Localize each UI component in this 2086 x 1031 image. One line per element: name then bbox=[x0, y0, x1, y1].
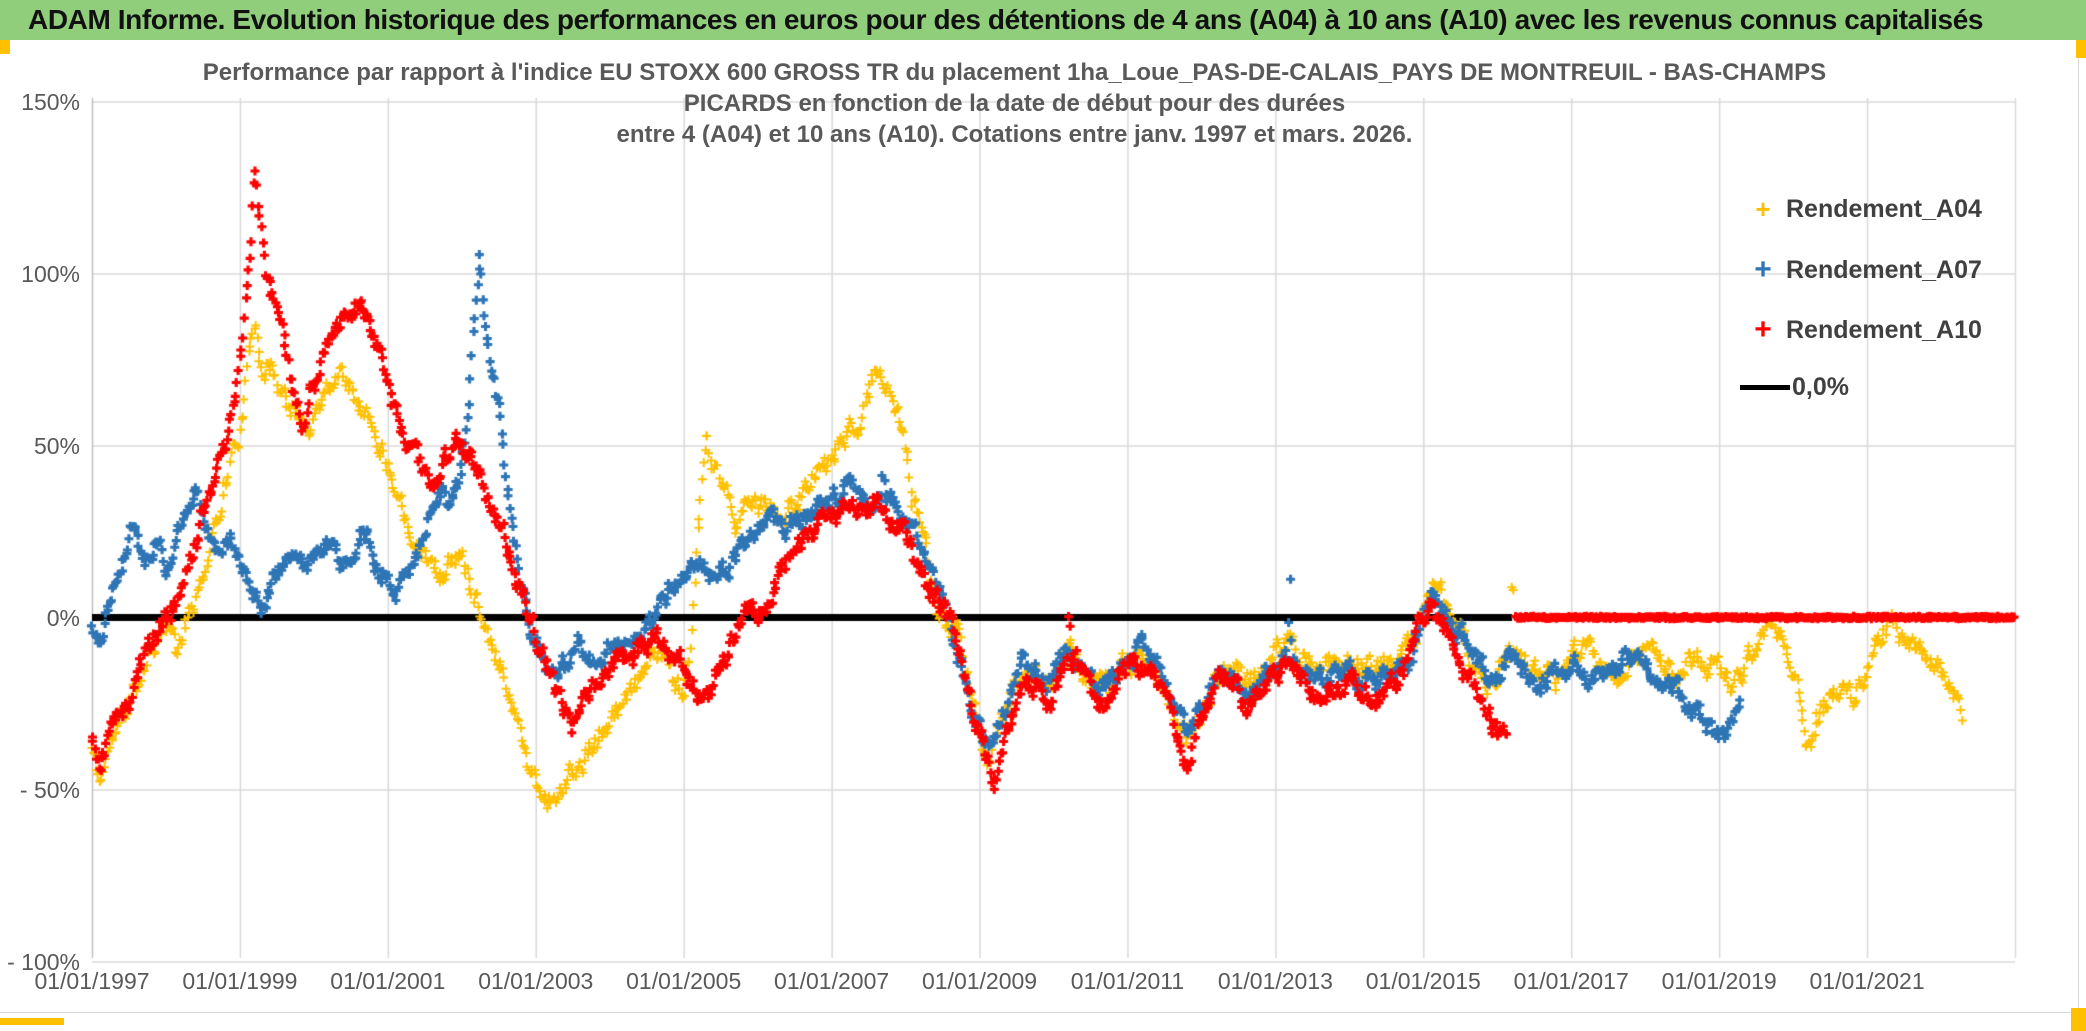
x-axis-tick-label: 01/01/2003 bbox=[478, 968, 594, 994]
chart-right-border bbox=[2078, 55, 2079, 1012]
x-axis-tick-label: 01/01/2005 bbox=[626, 968, 742, 994]
plus-marker-icon: + bbox=[1755, 194, 1771, 224]
y-axis-tick-label: - 100% bbox=[7, 948, 80, 975]
y-axis-tick-label: - 50% bbox=[19, 776, 80, 803]
plus-marker-icon: + bbox=[1754, 313, 1772, 346]
x-axis-tick-label: 01/01/2009 bbox=[921, 968, 1038, 994]
sheet-row-divider bbox=[0, 1012, 2086, 1013]
legend-item-label: Rendement_A10 bbox=[1786, 315, 1982, 344]
legend-item-0-0-[interactable]: 0,0% bbox=[1740, 373, 1849, 402]
x-axis-tick-label: 01/01/2007 bbox=[774, 968, 890, 994]
legend-item-rendement-a04[interactable]: + Rendement_A04 bbox=[1740, 194, 1982, 225]
chart-title: Performance par rapport à l'indice EU ST… bbox=[92, 57, 1937, 150]
x-axis-tick-label: 01/01/2001 bbox=[330, 968, 446, 994]
x-axis-tick-label: 01/01/1999 bbox=[182, 968, 298, 994]
legend-item-label: Rendement_A04 bbox=[1786, 195, 1982, 223]
zero-line-swatch-icon bbox=[1740, 385, 1790, 390]
chart-title-line-1: Performance par rapport à l'indice EU ST… bbox=[202, 59, 1827, 86]
y-axis-tick-label: 100% bbox=[21, 260, 80, 287]
legend-item-rendement-a10[interactable]: + Rendement_A10 bbox=[1740, 313, 1982, 347]
x-axis-tick-label: 01/01/2013 bbox=[1217, 968, 1333, 994]
x-axis-tick-label: 01/01/2011 bbox=[1070, 968, 1185, 994]
gold-accent-top-right bbox=[2076, 40, 2086, 58]
x-axis-tick-label: 01/01/2019 bbox=[1661, 968, 1777, 994]
gold-accent-bottom-left bbox=[0, 1018, 64, 1025]
y-axis-tick-label: 150% bbox=[21, 88, 80, 115]
y-axis-tick-label: 50% bbox=[33, 432, 80, 459]
x-axis-tick-label: 01/01/1997 bbox=[34, 968, 150, 994]
x-axis-tick-label: 01/01/2017 bbox=[1513, 968, 1629, 994]
x-axis-tick-label: 01/01/2021 bbox=[1809, 968, 1925, 994]
legend-item-label: 0,0% bbox=[1792, 373, 1849, 401]
y-axis-tick-label: 0% bbox=[46, 604, 80, 631]
plus-marker-icon: + bbox=[1754, 253, 1772, 286]
legend-item-rendement-a07[interactable]: + Rendement_A07 bbox=[1740, 253, 1982, 287]
gold-accent-bottom-right bbox=[2071, 1008, 2086, 1031]
legend-item-label: Rendement_A07 bbox=[1786, 255, 1982, 284]
x-axis-tick-label: 01/01/2015 bbox=[1365, 968, 1481, 994]
chart-title-line-2: PICARDS en fonction de la date de début … bbox=[683, 90, 1346, 117]
chart-title-line-3: entre 4 (A04) et 10 ans (A10). Cotations… bbox=[616, 121, 1413, 148]
gold-accent-top-left bbox=[0, 40, 10, 54]
